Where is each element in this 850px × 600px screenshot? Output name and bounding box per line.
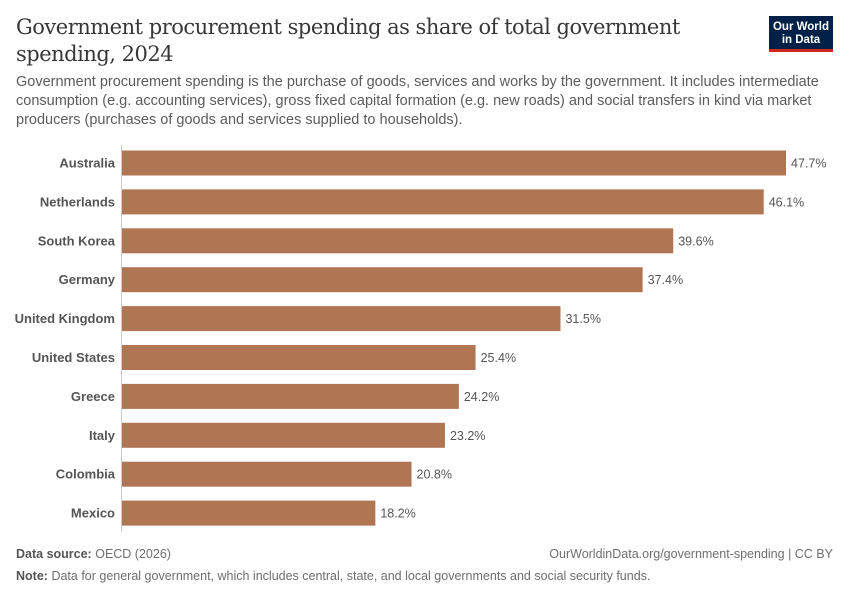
category-label: Australia (59, 156, 115, 171)
data-label: 25.4% (481, 351, 516, 365)
bar[interactable] (122, 461, 412, 487)
data-label: 46.1% (769, 195, 804, 209)
category-label: Germany (59, 272, 116, 287)
source-value[interactable]: OECD (2026) (95, 547, 171, 561)
data-label: 37.4% (648, 273, 683, 287)
category-label: Greece (71, 389, 115, 404)
source-url[interactable]: OurWorldinData.org/government-spending |… (549, 547, 833, 561)
bar[interactable] (122, 422, 445, 448)
bar[interactable] (122, 189, 764, 215)
note-text: Data for general government, which inclu… (51, 569, 651, 583)
chart-subtitle: Government procurement spending is the p… (16, 74, 819, 128)
category-label: South Korea (38, 233, 116, 248)
data-label: 47.7% (791, 157, 826, 171)
category-label: Italy (89, 428, 116, 443)
data-label: 31.5% (565, 312, 600, 326)
owid-logo[interactable]: Our World in Data (769, 16, 833, 52)
chart-title: Government procurement spending as share… (16, 15, 680, 66)
data-label: 39.6% (678, 234, 713, 248)
bar[interactable] (122, 150, 786, 176)
data-label: 24.2% (464, 390, 499, 404)
data-label: 18.2% (380, 507, 415, 521)
source-label: Data source: (16, 547, 92, 561)
category-label: Netherlands (40, 194, 115, 209)
bar[interactable] (122, 500, 376, 526)
data-label: 20.8% (417, 468, 452, 482)
data-source: Data source: OECD (2026) (16, 547, 171, 561)
bar[interactable] (122, 306, 561, 332)
category-label: Mexico (71, 506, 115, 521)
category-label: Colombia (56, 467, 116, 482)
bar[interactable] (122, 267, 643, 293)
data-label: 23.2% (450, 429, 485, 443)
bar[interactable] (122, 345, 476, 370)
note: Note: Data for general government, which… (16, 569, 650, 583)
bar[interactable] (122, 383, 459, 409)
note-label: Note: (16, 569, 48, 583)
bar[interactable] (122, 228, 674, 254)
category-label: United States (32, 350, 115, 365)
category-label: United Kingdom (15, 311, 115, 326)
